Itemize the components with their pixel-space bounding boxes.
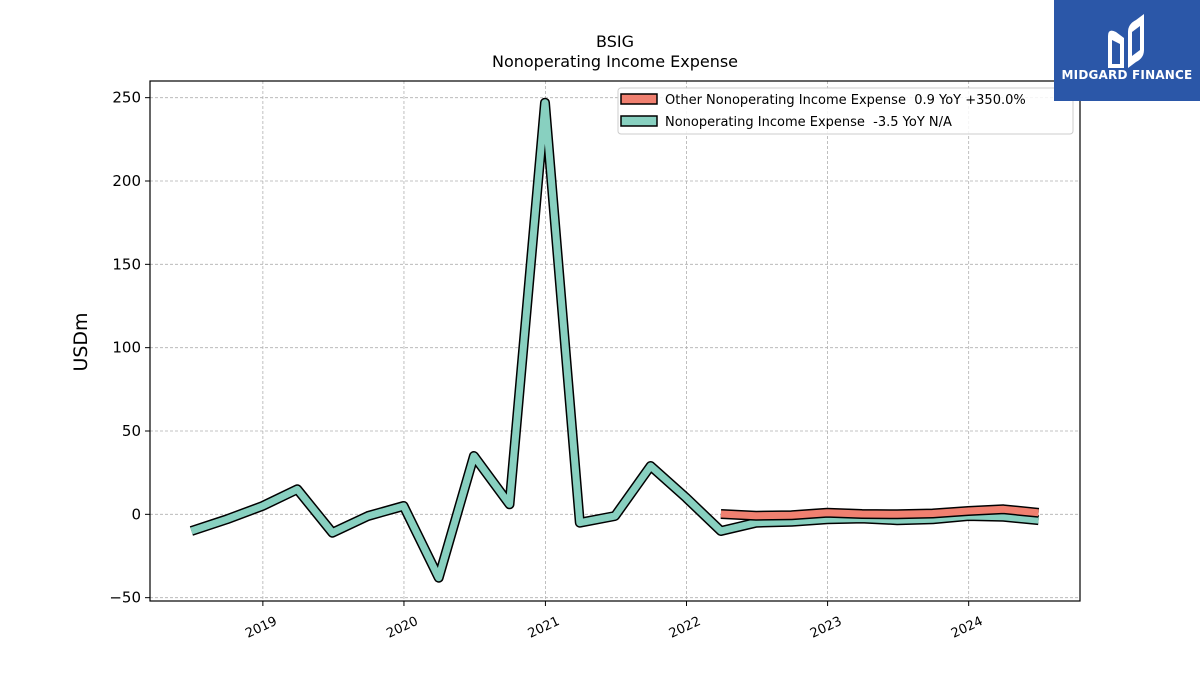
chart-subtitle: Nonoperating Income Expense: [492, 52, 738, 71]
x-tick-label: 2022: [667, 614, 703, 642]
legend-swatch-other: [620, 93, 658, 105]
legend: Other Nonoperating Income Expense 0.9 Yo…: [617, 87, 1074, 135]
y-tick-label: 250: [112, 89, 141, 107]
logo-mark-icon: [1108, 14, 1144, 69]
x-tick-label: 2024: [949, 614, 985, 642]
plot-frame: [149, 80, 1081, 602]
legend-label-other: Other Nonoperating Income Expense 0.9 Yo…: [665, 93, 1026, 108]
chart-title: BSIG: [596, 32, 634, 51]
logo-text: MIDGARD FINANCE: [1061, 68, 1193, 82]
legend-label-nonop: Nonoperating Income Expense -3.5 YoY N/A: [665, 115, 952, 130]
legend-frame: [617, 87, 1074, 135]
legend-swatch-nonop: [620, 115, 658, 127]
y-tick-label: 0: [131, 505, 141, 523]
x-tick-label: 2020: [384, 614, 420, 642]
y-tick-label: 150: [112, 255, 141, 273]
y-tick-label: −50: [109, 589, 141, 607]
x-tick-label: 2021: [526, 614, 562, 642]
series-line-nonoperating: [190, 99, 1039, 582]
y-axis-label: USDm: [70, 312, 92, 371]
series-line-other-nonoperating: [720, 505, 1039, 520]
x-tick-label: 2019: [243, 614, 279, 642]
y-tick-label: 50: [122, 422, 141, 440]
y-tick-label: 200: [112, 172, 141, 190]
x-tick-label: 2023: [808, 614, 844, 642]
y-tick-label: 100: [112, 339, 141, 357]
series-line-nonoperating-outline: [189, 97, 1040, 583]
series-layer: [189, 97, 1040, 583]
brand-logo: MIDGARD FINANCE: [1054, 0, 1200, 101]
